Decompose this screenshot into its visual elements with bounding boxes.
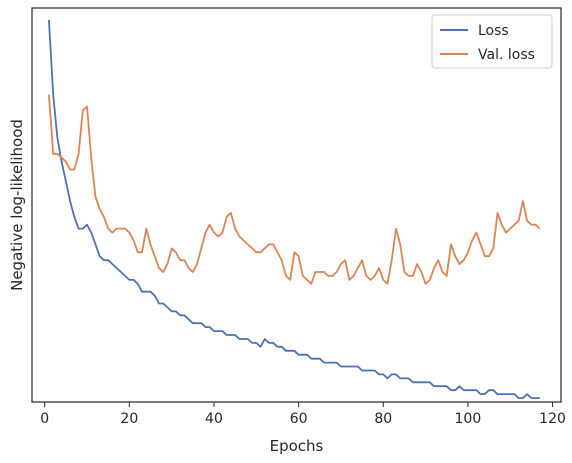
x-tick-label: 60 xyxy=(290,411,308,427)
x-tick-label: 0 xyxy=(40,411,49,427)
x-tick-label: 80 xyxy=(374,411,392,427)
y-axis-label: Negative log-likelihood xyxy=(8,119,26,291)
x-axis-ticks: 0 20 40 60 80 100 120 xyxy=(40,402,566,427)
series-layer xyxy=(48,19,541,400)
plot-area xyxy=(32,8,561,402)
series-line-loss xyxy=(48,19,540,400)
series-line-val-loss xyxy=(48,94,541,285)
legend-label-loss: Loss xyxy=(478,23,509,39)
x-tick-label: 20 xyxy=(120,411,138,427)
legend: Loss Val. loss xyxy=(431,14,553,69)
x-axis-label: Epochs xyxy=(270,437,324,455)
plot-frame xyxy=(31,7,562,403)
x-tick-label: 120 xyxy=(539,411,566,427)
x-tick-label: 40 xyxy=(205,411,223,427)
legend-label-val-loss: Val. loss xyxy=(478,47,535,63)
x-tick-label: 100 xyxy=(455,411,482,427)
